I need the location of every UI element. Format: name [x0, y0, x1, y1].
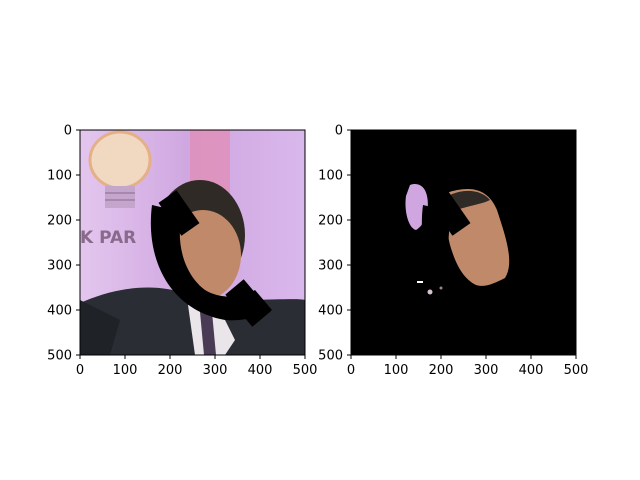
right-x-tick-label: 300 — [474, 363, 499, 378]
right-image-panel: 0 100 200 300 400 500 0 100 200 300 400 500 — [318, 124, 588, 379]
right-x-tick-label: 200 — [429, 363, 454, 378]
left-y-tick-label: 200 — [47, 214, 72, 229]
left-y-tick-label: 0 — [64, 124, 72, 139]
left-x-tick-label: 500 — [293, 363, 318, 378]
right-y-tick-label: 100 — [318, 169, 343, 184]
bulb-logo — [88, 130, 152, 208]
right-y-tick-label: 300 — [318, 259, 343, 274]
right-y-axis: 0 100 200 300 400 500 — [318, 124, 351, 364]
left-x-axis: 0 100 200 300 400 500 — [76, 355, 318, 378]
left-y-tick-label: 400 — [47, 304, 72, 319]
right-y-tick-label: 400 — [318, 304, 343, 319]
left-x-tick-label: 300 — [203, 363, 228, 378]
right-y-tick-label: 200 — [318, 214, 343, 229]
left-y-tick-label: 300 — [47, 259, 72, 274]
right-x-tick-label: 100 — [384, 363, 409, 378]
right-x-tick-label: 500 — [564, 363, 589, 378]
original-photo: K PAR — [80, 130, 305, 355]
left-image-panel: K PAR 0 100 200 300 400 500 0 100 200 300 400 500 — [47, 124, 317, 379]
left-x-tick-label: 0 — [76, 363, 84, 378]
masked-photo — [351, 130, 576, 355]
left-x-tick-label: 100 — [113, 363, 138, 378]
left-axes-frame — [79, 129, 306, 356]
banner-text: K PAR — [80, 228, 136, 248]
left-x-tick-label: 200 — [158, 363, 183, 378]
left-y-tick-label: 100 — [47, 169, 72, 184]
right-x-tick-label: 400 — [519, 363, 544, 378]
left-y-axis: 0 100 200 300 400 500 — [47, 124, 80, 364]
right-x-axis: 0 100 200 300 400 500 — [347, 355, 589, 378]
right-axes-frame — [350, 129, 577, 356]
right-x-tick-label: 0 — [347, 363, 355, 378]
left-y-tick-label: 500 — [47, 349, 72, 364]
right-y-tick-label: 0 — [335, 124, 343, 139]
left-x-tick-label: 400 — [248, 363, 273, 378]
right-y-tick-label: 500 — [318, 349, 343, 364]
